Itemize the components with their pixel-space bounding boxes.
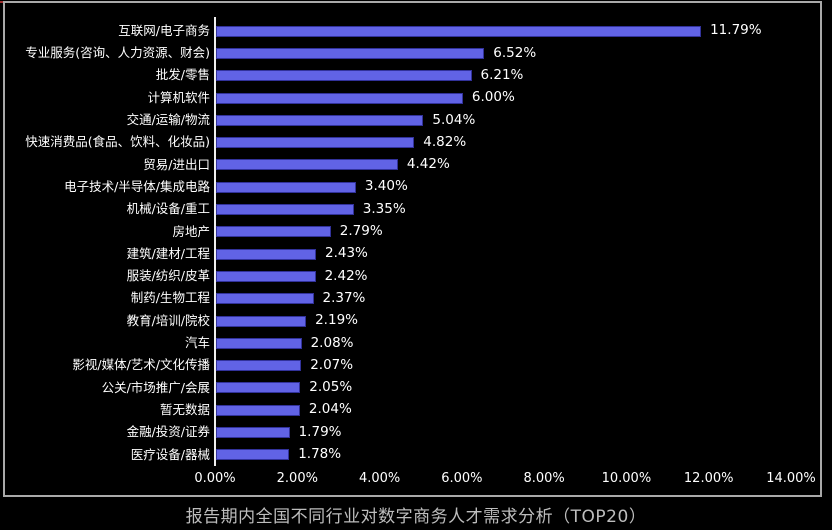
bar-row: 影视/媒体/艺术/文化传播 2.07%: [0, 354, 832, 376]
bar-row: 服装/纺织/皮革 2.42%: [0, 265, 832, 287]
bar-row: 公关/市场推广/会展 2.05%: [0, 377, 832, 399]
x-tick-label: 4.00%: [358, 471, 401, 486]
bar-row: 电子技术/半导体/集成电路 3.40%: [0, 176, 832, 198]
bar: [216, 92, 463, 104]
value-label: 1.79%: [298, 423, 342, 440]
bar: [216, 226, 331, 238]
value-label: 5.04%: [432, 111, 476, 128]
category-label: 制药/生物工程: [130, 290, 210, 306]
x-tick-label: 12.00%: [683, 471, 734, 486]
value-label: 11.79%: [710, 22, 762, 39]
bar-row: 机械/设备/重工 3.35%: [0, 198, 832, 220]
x-tick-label: 8.00%: [523, 471, 565, 486]
bar: [216, 293, 314, 305]
bar-row: 教育/培训/院校 2.19%: [0, 310, 832, 332]
bar: [216, 114, 424, 126]
value-label: 2.19%: [315, 312, 358, 329]
x-tick-label: 2.00%: [276, 471, 318, 486]
bar-row: 交通/运输/物流 5.04%: [0, 109, 832, 131]
category-label: 快速消费品(食品、饮料、化妆品): [25, 134, 210, 150]
bar: [216, 181, 356, 193]
bar-row: 专业服务(咨询、人力资源、财会) 6.52%: [0, 42, 832, 64]
value-label: 2.05%: [309, 379, 353, 396]
bar: [216, 404, 300, 416]
category-label: 专业服务(咨询、人力资源、财会): [25, 45, 210, 61]
value-label: 1.78%: [298, 446, 342, 463]
bar-rows-container: 互联网/电子商务 11.79% 专业服务(咨询、人力资源、财会) 6.52% 批…: [0, 20, 832, 466]
x-tick-label: 0.00%: [194, 471, 236, 486]
bar-row: 计算机软件 6.00%: [0, 87, 832, 109]
bar-row: 互联网/电子商务 11.79%: [0, 20, 832, 42]
bar-row: 快速消费品(食品、饮料、化妆品) 4.82%: [0, 131, 832, 153]
bar: [216, 449, 290, 461]
category-label: 电子技术/半导体/集成电路: [64, 178, 210, 194]
value-label: 2.07%: [310, 356, 354, 373]
category-label: 公关/市场推广/会展: [101, 379, 210, 395]
bar: [216, 47, 485, 59]
category-label: 互联网/电子商务: [118, 22, 210, 38]
bar-row: 医疗设备/器械 1.78%: [0, 444, 832, 466]
value-label: 2.42%: [324, 267, 368, 284]
value-label: 2.04%: [308, 401, 352, 418]
bar-row: 汽车 2.08%: [0, 332, 832, 354]
bar: [216, 382, 301, 394]
bar-row: 制药/生物工程 2.37%: [0, 288, 832, 310]
x-tick-label: 6.00%: [441, 471, 483, 486]
bar: [216, 204, 354, 216]
bar-row: 暂无数据 2.04%: [0, 399, 832, 421]
category-label: 金融/投资/证券: [126, 424, 210, 440]
category-label: 交通/运输/物流: [126, 112, 210, 128]
category-label: 影视/媒体/艺术/文化传播: [72, 357, 210, 373]
bar: [216, 337, 302, 349]
value-label: 2.08%: [310, 334, 354, 351]
bar: [216, 25, 702, 37]
bar-row: 建筑/建材/工程 2.43%: [0, 243, 832, 265]
value-label: 2.43%: [325, 245, 368, 262]
chart-title: 报告期内全国不同行业对数字商务人才需求分析（TOP20）: [185, 507, 647, 527]
category-label: 暂无数据: [159, 401, 210, 417]
bar: [216, 159, 398, 171]
bar: [216, 315, 307, 327]
category-label: 教育/培训/院校: [126, 312, 210, 328]
value-label: 4.42%: [406, 156, 450, 173]
category-label: 机械/设备/重工: [126, 201, 210, 217]
category-label: 计算机软件: [147, 89, 210, 105]
x-tick-label: 10.00%: [601, 471, 652, 486]
value-label: 3.35%: [362, 200, 406, 217]
category-label: 服装/纺织/皮革: [126, 268, 210, 284]
value-label: 2.37%: [322, 289, 366, 306]
category-label: 房地产: [172, 223, 210, 239]
category-label: 医疗设备/器械: [130, 446, 210, 462]
value-label: 4.82%: [423, 133, 467, 150]
value-label: 3.40%: [364, 178, 408, 195]
category-label: 汽车: [184, 335, 210, 351]
category-label: 建筑/建材/工程: [126, 245, 210, 261]
bar: [216, 426, 290, 438]
bar: [216, 137, 415, 149]
x-tick-label: 14.00%: [766, 471, 816, 486]
bar-row: 金融/投资/证券 1.79%: [0, 421, 832, 443]
y-axis-line: [214, 17, 216, 466]
bar: [216, 248, 316, 260]
bar: [216, 270, 316, 282]
bar: [216, 70, 472, 82]
bar-row: 贸易/进出口 4.42%: [0, 154, 832, 176]
bar-row: 房地产 2.79%: [0, 221, 832, 243]
value-label: 6.00%: [471, 89, 515, 106]
value-label: 2.79%: [339, 223, 383, 240]
category-label: 批发/零售: [155, 67, 210, 83]
category-label: 贸易/进出口: [143, 156, 210, 172]
value-label: 6.52%: [493, 44, 537, 61]
value-label: 6.21%: [480, 66, 524, 83]
bar-row: 批发/零售 6.21%: [0, 65, 832, 87]
bar: [216, 360, 302, 372]
